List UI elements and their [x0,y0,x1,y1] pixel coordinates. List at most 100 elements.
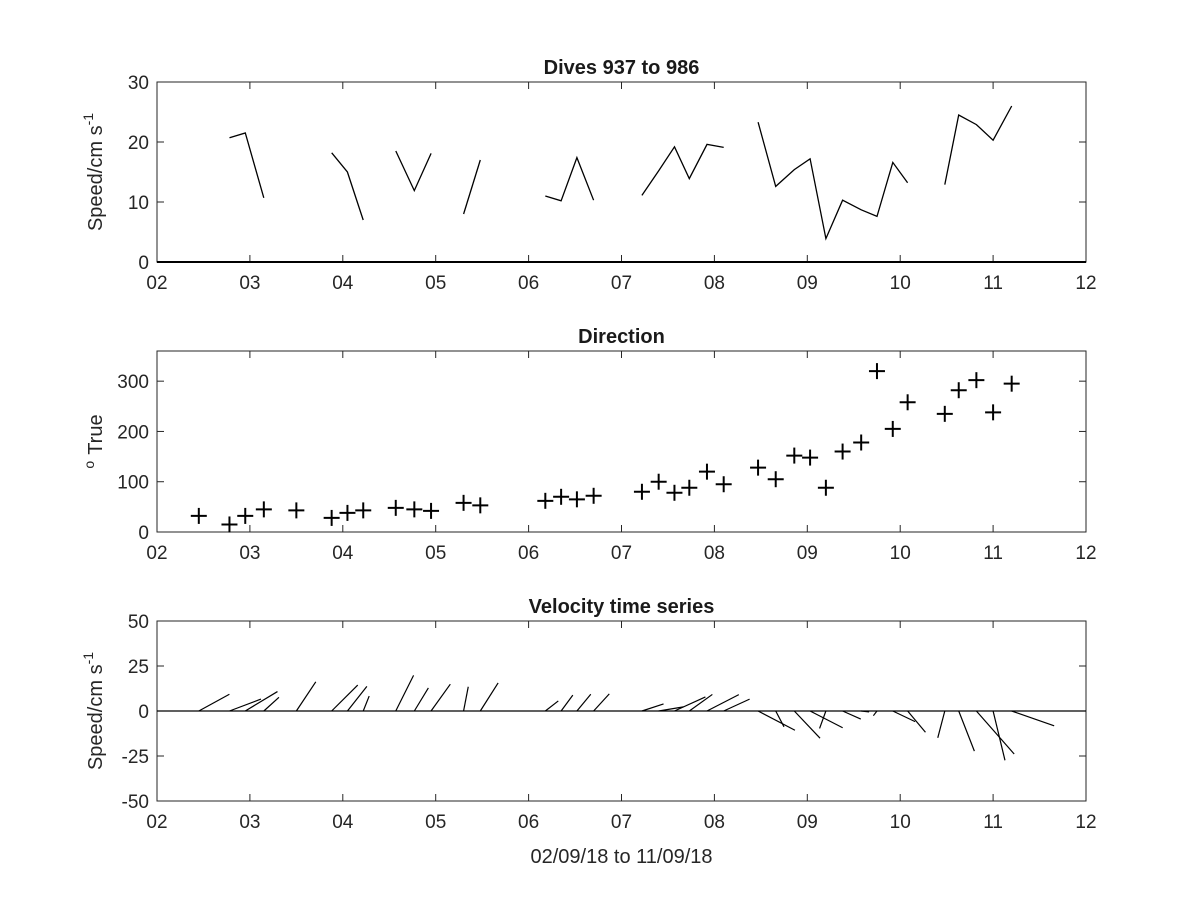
subplot-2: Direction 02 03 04 05 06 07 08 09 10 11 12 0 100 200 30… [81,326,1097,564]
y-axis-label-text: True [85,414,107,454]
speed-line-segment [641,143,724,196]
y-tick-label: 100 [117,473,149,494]
velocity-stick [775,710,785,728]
velocity-stick [658,706,684,712]
direction-point [985,404,1002,421]
x-tick-label: 03 [239,812,260,833]
x-tick-label: 08 [704,273,725,294]
x-tick-label: 07 [611,273,632,294]
y-axis-label-prefix: o [81,461,97,469]
direction-point [568,491,585,508]
direction-point [786,447,803,464]
velocity-stick [462,686,469,712]
y-tick-label: 10 [128,193,149,214]
velocity-stick [892,710,916,723]
direction-point [190,507,207,524]
direction-point [817,479,834,496]
x-tick-label: 03 [239,543,260,564]
x-tick-label: 06 [518,273,539,294]
x-tick-label: 03 [239,273,260,294]
velocity-stick [861,710,870,713]
velocity-stick [723,698,750,712]
direction-point [750,459,767,476]
speed-line-segment [395,150,432,193]
speed-line-segment [331,152,364,221]
y-axis-label: Speed/cm s-1 [80,113,107,231]
velocity-stick [544,700,559,712]
direction-point [715,476,732,493]
x-tick-label: 11 [983,543,1003,564]
y-axis-label-text: Speed/cm s [85,125,107,231]
y-tick-label: 300 [117,372,149,393]
velocity-stick [992,710,1006,761]
direction-point [387,499,404,516]
velocity-stick [757,710,796,731]
direction-point [868,363,885,380]
x-tick-label: 02 [146,543,167,564]
velocity-stick [688,693,713,712]
direction-point [237,507,254,524]
x-tick-label: 11 [983,273,1003,294]
y-tick-label: 25 [128,657,149,678]
velocity-stick [244,691,278,712]
y-tick-label: 30 [128,73,149,94]
direction-point [834,443,851,460]
x-tick-label: 02 [146,273,167,294]
y-axis-label-superscript: -1 [80,113,96,126]
direction-point [1003,375,1020,392]
direction-point [650,473,667,490]
direction-point [681,479,698,496]
velocity-stick [560,694,574,712]
velocity-stick [576,693,592,712]
x-tick-label: 07 [611,543,632,564]
speed-line-segment [229,132,265,198]
speed-line-segment [545,155,595,202]
y-axis-label-text: Speed/cm s [85,664,107,770]
x-tick-label: 09 [797,273,818,294]
direction-point [288,502,305,519]
velocity-stick [198,693,230,712]
y-tick-label: 50 [128,612,149,633]
x-tick-label: 02 [146,812,167,833]
x-tick-label: 08 [704,812,725,833]
x-tick-label: 04 [332,543,354,564]
y-tick-label: 20 [128,133,149,154]
direction-point [406,501,423,518]
direction-point [936,405,953,422]
x-tick-label: 06 [518,543,539,564]
direction-point [323,509,340,526]
x-tick-label: 05 [425,543,446,564]
x-tick-label: 08 [704,543,725,564]
speed-line-segment [757,122,909,241]
velocity-stick [395,675,415,712]
x-tick-label: 09 [797,812,818,833]
y-axis-label: Speed/cm s-1 [80,652,107,770]
y-axis-label: o True [81,414,107,468]
x-tick-label: 04 [332,273,354,294]
y-tick-label: 200 [117,422,149,443]
velocity-stick [937,710,946,738]
velocity-stick [263,696,280,712]
velocity-stick [706,694,740,712]
x-tick-label: 09 [797,543,818,564]
velocity-stick [430,683,451,712]
velocity-stick [872,710,878,717]
direction-point [355,502,372,519]
x-axis-label: 02/09/18 to 11/09/18 [530,846,712,868]
velocity-stick [362,695,370,712]
y-tick-label: 0 [138,253,149,274]
direction-point [767,471,784,488]
velocity-stick [413,687,429,712]
direction-point [455,494,472,511]
velocity-stick [229,698,262,712]
y-tick-label: -25 [122,747,149,768]
velocity-stick [641,703,664,712]
y-axis-label-superscript: -1 [80,652,96,665]
x-tick-label: 06 [518,812,539,833]
x-tick-label: 05 [425,812,446,833]
x-tick-label: 10 [890,543,911,564]
direction-point [666,484,683,501]
direction-point [633,483,650,500]
direction-point [472,497,489,514]
x-tick-label: 12 [1075,273,1096,294]
